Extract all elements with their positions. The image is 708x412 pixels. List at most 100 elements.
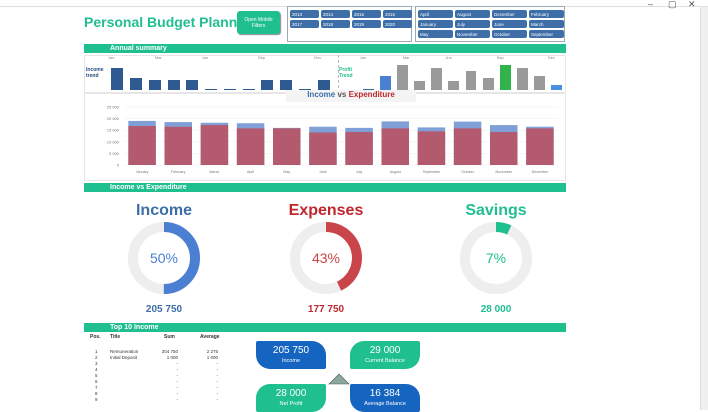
year-buttons: 2013 2014 2015 2016 2017 2018 2019 2020	[290, 10, 412, 30]
top10-header: Top 10 Income	[84, 323, 566, 332]
profit-trend-tick: Jun	[445, 55, 452, 60]
year-button-2014[interactable]: 2014	[321, 10, 350, 18]
profit-trend-bar	[533, 75, 545, 90]
table-cell: -	[176, 361, 179, 366]
table-cell: -	[176, 397, 179, 402]
month-button-july[interactable]: July	[455, 20, 490, 28]
card-income: 205 750 Income	[256, 341, 326, 369]
y-tick-label: 5 000	[109, 151, 120, 156]
year-button-2019[interactable]: 2019	[352, 20, 381, 28]
vertical-scrollbar[interactable]	[700, 7, 708, 410]
bar-chart: 25 000 20 000 15 000 10 000 5 000 0 January Feb…	[107, 105, 558, 174]
income-trend-bar	[186, 80, 199, 90]
chart-title: Income vs Expenditure	[286, 90, 416, 102]
y-tick-label: 25 000	[107, 105, 120, 110]
year-button-2015[interactable]: 2015	[352, 10, 381, 18]
income-trend-bar	[167, 80, 180, 90]
profit-trend-bar	[499, 65, 511, 90]
month-button-august[interactable]: August	[455, 10, 490, 18]
gauge-title: Savings	[465, 202, 527, 219]
triangle-icon	[328, 373, 350, 385]
month-button-april[interactable]: April	[418, 10, 453, 18]
table-cell: -	[216, 373, 219, 378]
month-button-march[interactable]: March	[529, 20, 564, 28]
card-net-profit: 28 000 Net Profit	[256, 384, 326, 412]
x-tick-label: July	[356, 170, 363, 174]
profit-trend-tick: Sep	[496, 55, 504, 60]
table-cell: -	[176, 385, 179, 390]
year-button-2017[interactable]: 2017	[290, 20, 319, 28]
month-buttons: April August December February January July Ju…	[418, 10, 566, 38]
income-trend-tick: Jun	[201, 55, 209, 60]
year-button-2018[interactable]: 2018	[321, 20, 350, 28]
restore-icon[interactable]: ▢	[668, 0, 677, 9]
donut-gauge	[128, 222, 200, 294]
income-trend-tick: Sep	[258, 55, 266, 60]
profit-trend-bar	[431, 67, 443, 90]
x-tick-label: October	[461, 170, 475, 174]
x-tick-label: March	[209, 170, 219, 174]
month-button-december[interactable]: December	[492, 10, 527, 18]
table-cell: -	[216, 361, 219, 366]
profit-trend-tick: Mar	[402, 55, 410, 60]
expenditure-bar	[381, 128, 409, 165]
trend-divider	[338, 55, 339, 93]
table-cell: 6	[95, 379, 98, 384]
year-button-2016[interactable]: 2016	[383, 10, 412, 18]
gauge-percent: 43%	[311, 250, 341, 266]
table-cell: Initial Deposit	[110, 355, 138, 360]
open-mobile-filters-button[interactable]: Open Mobile Filters	[237, 11, 280, 34]
x-tick-label: August	[390, 170, 401, 174]
income-trend-label: Income trend	[86, 67, 104, 79]
month-button-november[interactable]: November	[455, 30, 490, 38]
expenditure-bar	[236, 128, 265, 165]
month-button-october[interactable]: October	[492, 30, 527, 38]
profit-trend-bar	[550, 84, 562, 90]
month-button-january[interactable]: January	[418, 20, 453, 28]
income-trend-bar	[148, 80, 161, 90]
table-cell: -	[176, 373, 179, 378]
income-trend-bar	[242, 88, 255, 90]
expenditure-bar	[490, 132, 518, 165]
table-cell: 4	[95, 367, 98, 372]
minimize-icon[interactable]: –	[648, 0, 654, 9]
y-tick-label: 20 000	[107, 116, 120, 121]
year-button-2020[interactable]: 2020	[383, 20, 412, 28]
income-trend-tick: Jan	[108, 55, 115, 60]
expenditure-bar	[417, 131, 446, 165]
income-trend-bar	[261, 80, 274, 90]
expenditure-bar	[309, 132, 337, 165]
profit-trend-bar	[363, 88, 374, 90]
table-cell: 3	[95, 361, 98, 366]
month-button-may[interactable]: May	[418, 30, 453, 38]
income-trend-tick: Mar	[154, 55, 162, 60]
gauge-value: 28 000	[480, 304, 512, 315]
month-button-september[interactable]: September	[529, 30, 564, 38]
year-button-2013[interactable]: 2013	[290, 10, 319, 18]
month-button-february[interactable]: February	[529, 10, 564, 18]
table-cell: -	[176, 391, 179, 396]
x-tick-label: September	[423, 170, 441, 174]
gauge-arc	[460, 222, 532, 294]
annual-summary-header: Annual summary	[84, 44, 566, 53]
x-tick-label: June	[319, 170, 327, 174]
table-cell: -	[176, 379, 179, 384]
profit-trend-chart: Jan Mar Jun Sep Dec	[360, 55, 565, 90]
donut-gauge	[460, 222, 532, 294]
income-trend-bar	[317, 80, 330, 90]
gauge-arc	[128, 222, 200, 294]
income-trend-tick: Dec	[314, 55, 322, 60]
col-title: Title	[110, 334, 121, 340]
table-cell: -	[176, 367, 179, 372]
table-cell: 9	[95, 397, 98, 402]
table-cell: -	[216, 397, 219, 402]
profit-trend-bar	[465, 70, 477, 90]
income-trend-bar	[298, 88, 311, 90]
expenditure-bar	[200, 125, 229, 165]
table-cell: 7	[95, 385, 98, 390]
income-trend-bar	[280, 80, 293, 90]
month-button-june[interactable]: June	[492, 20, 527, 28]
income-trend-bar	[130, 78, 143, 90]
x-tick-label: November	[495, 170, 512, 174]
close-icon[interactable]: ✕	[688, 0, 696, 9]
